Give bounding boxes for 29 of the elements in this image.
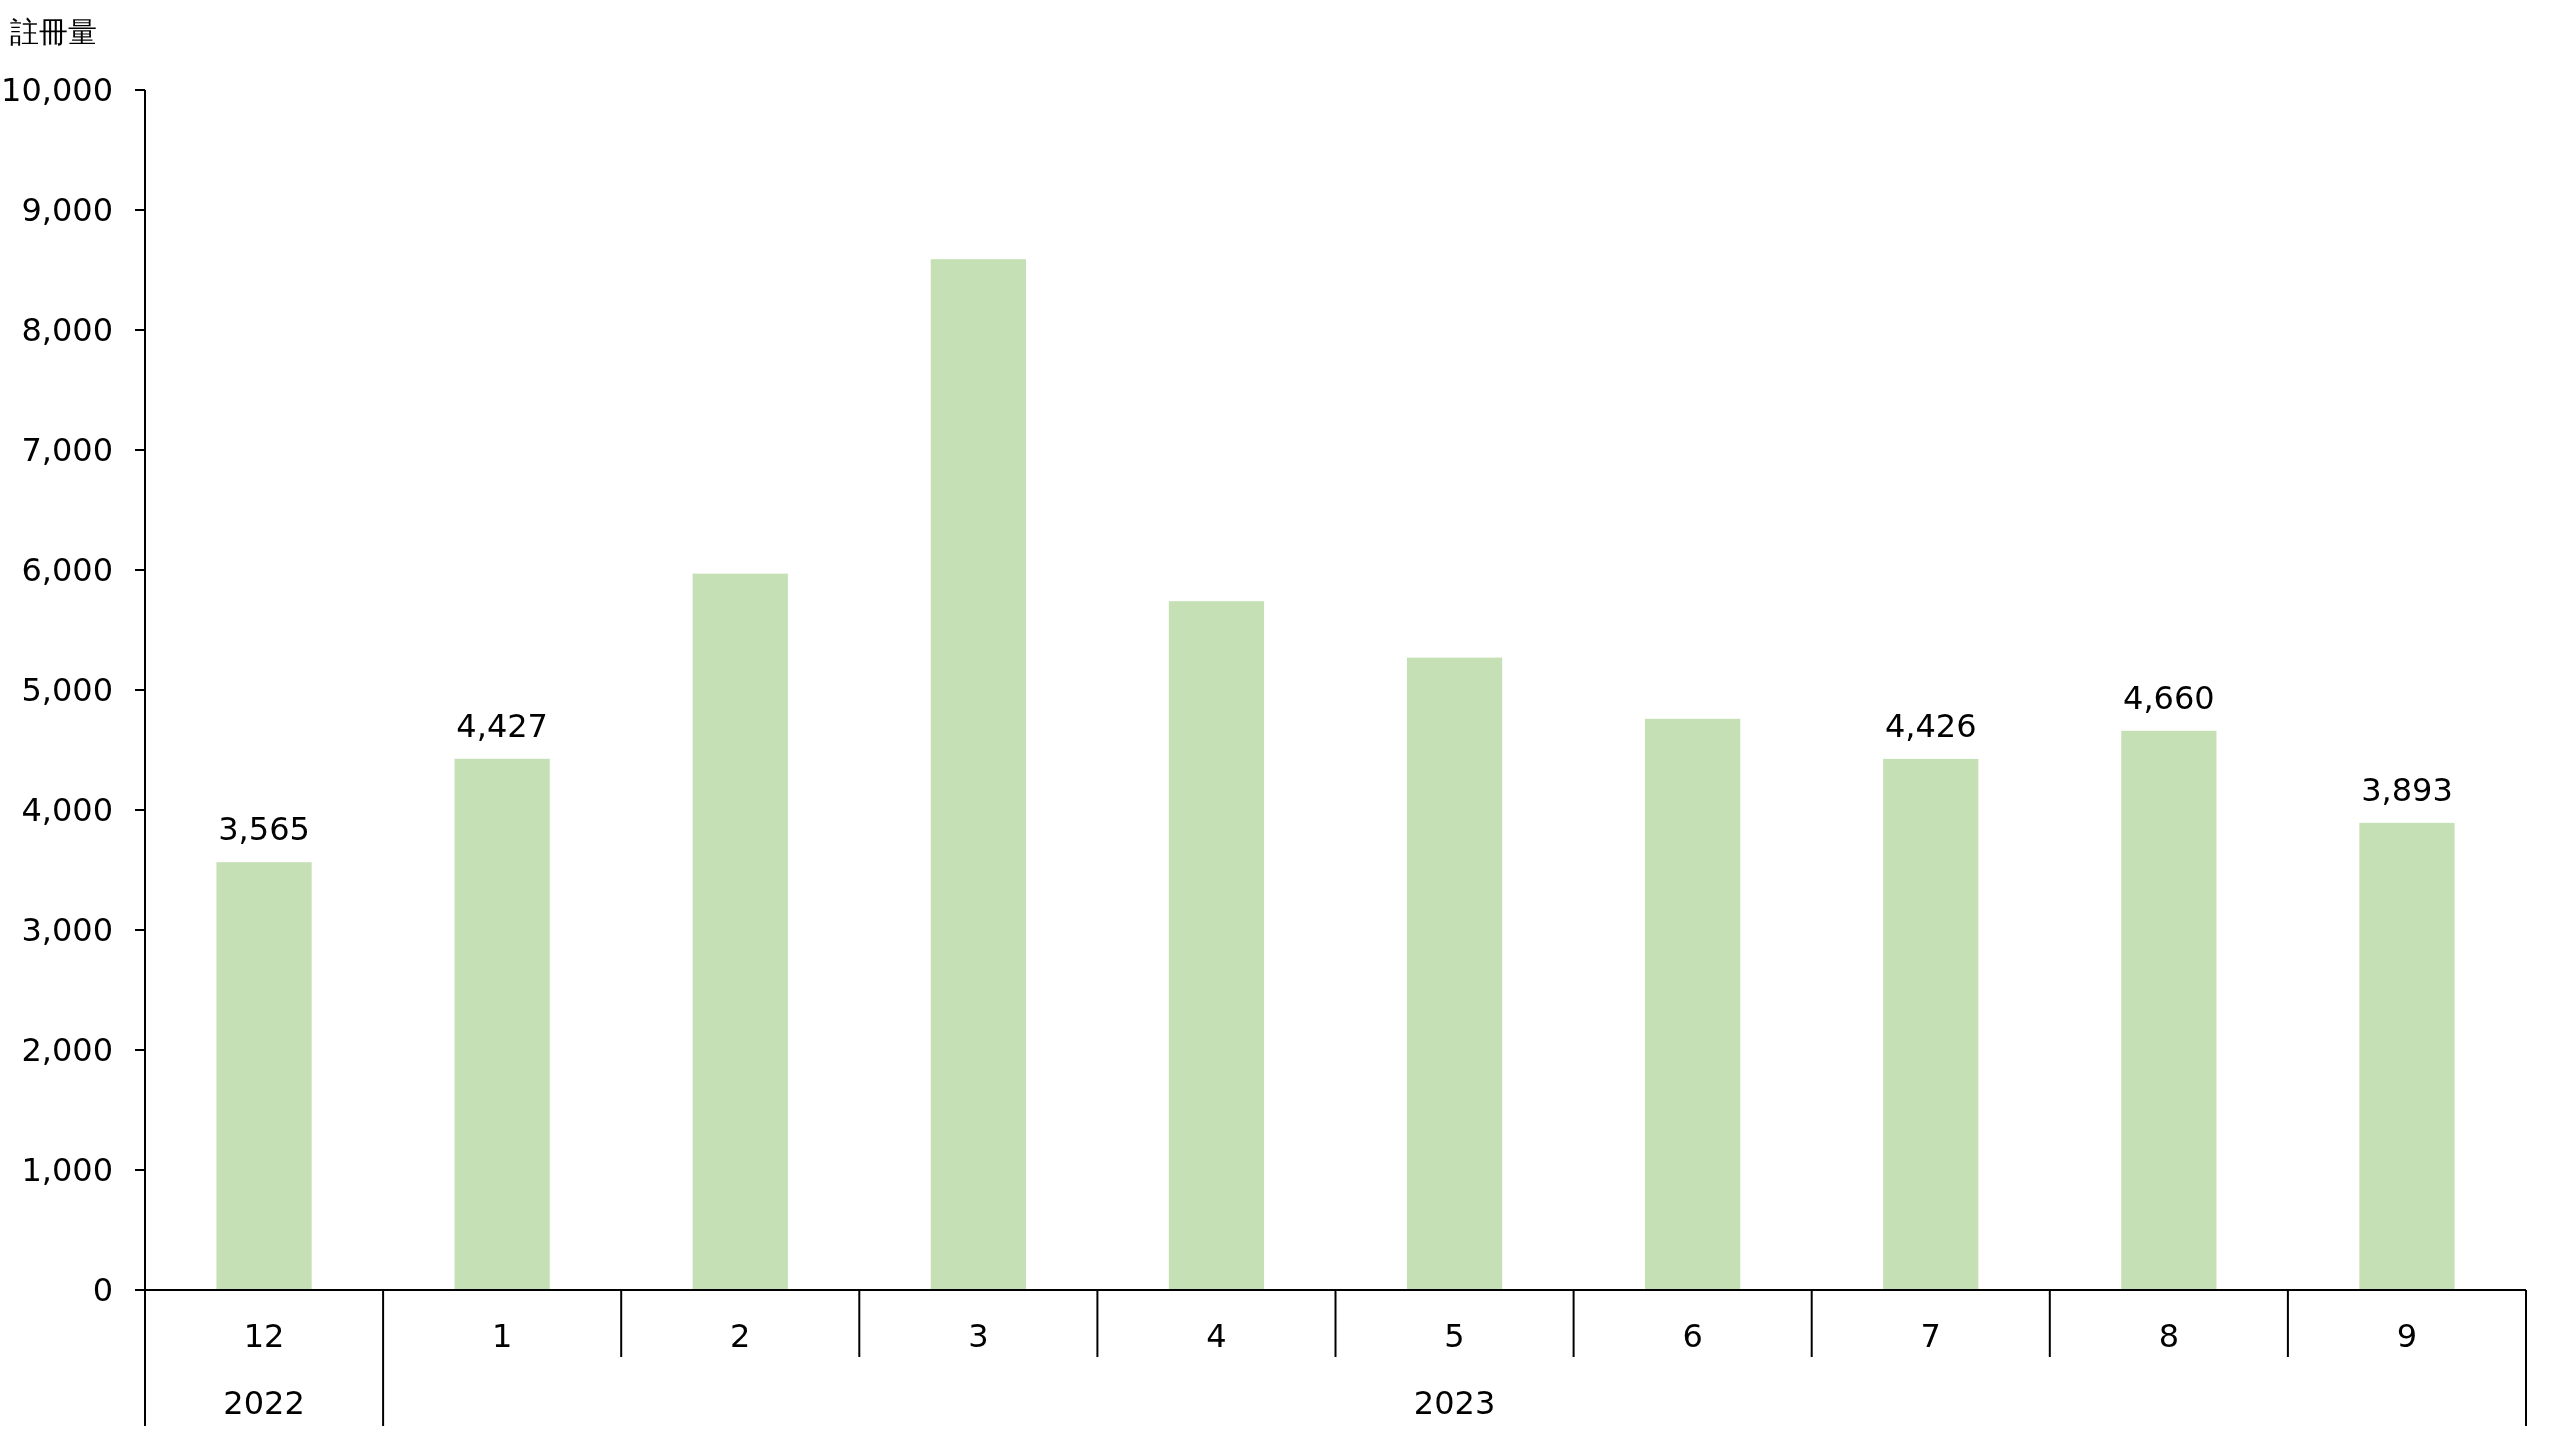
text: 2022 <box>223 1384 305 1422</box>
x-tick-label: 8 <box>2158 1317 2180 1355</box>
data-label: 3,893 <box>2361 770 2453 809</box>
data-label: 4,427 <box>456 706 548 745</box>
x-tick-label: 2 <box>730 1317 751 1355</box>
x-tick-label: 1 <box>491 1317 513 1355</box>
data-label: 3,565 <box>218 810 310 849</box>
y-tick-label: 10,000 <box>1 71 113 109</box>
x-tick-label: 4 <box>1206 1317 1227 1355</box>
y-tick-label: 3,000 <box>21 911 113 949</box>
y-tick-label: 4,000 <box>21 791 113 829</box>
data-label: 4,660 <box>2123 678 2215 717</box>
y-tick-label: 9,000 <box>21 191 113 229</box>
y-tick-label: 7,000 <box>21 431 113 469</box>
y-tick-label: 6,000 <box>21 551 113 589</box>
x-tick-label: 12 <box>243 1317 285 1355</box>
text: 2023 <box>1413 1384 1496 1422</box>
x-tick-label: 5 <box>1444 1317 1465 1355</box>
data-label: 4,426 <box>1884 706 1977 745</box>
y-tick-label: 2,000 <box>21 1031 113 1069</box>
y-tick-label: 8,000 <box>21 311 113 349</box>
x-tick-label: 9 <box>2396 1317 2418 1355</box>
y-tick-label: 1,000 <box>21 1151 113 1189</box>
y-axis-title: 註冊量 <box>10 15 97 49</box>
x-tick-label: 3 <box>968 1317 989 1355</box>
x-tick-label: 6 <box>1682 1317 1703 1355</box>
x-tick-label: 7 <box>1920 1317 1941 1355</box>
y-tick-label: 5,000 <box>21 671 113 709</box>
y-tick-label: 0 <box>92 1271 113 1309</box>
